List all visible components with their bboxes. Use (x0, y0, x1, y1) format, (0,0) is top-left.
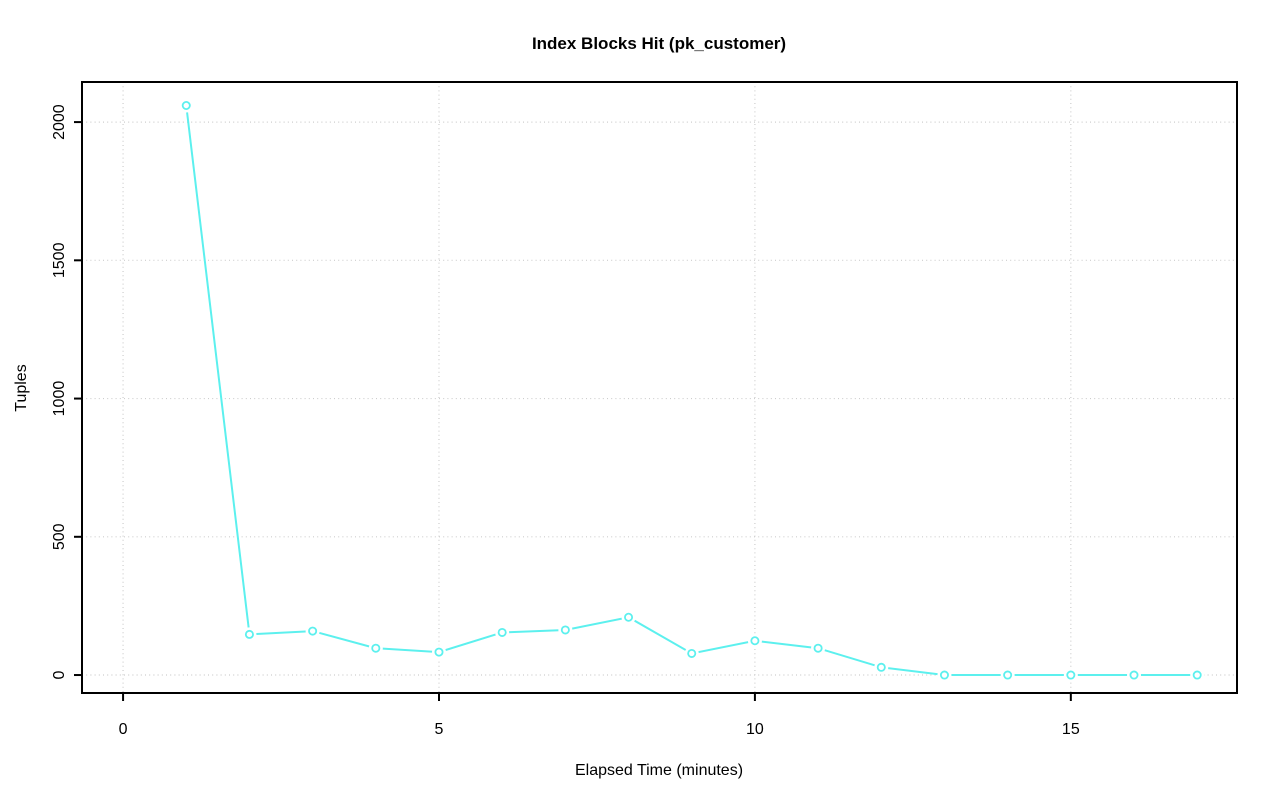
data-points (179, 98, 1205, 683)
data-point-marker (624, 612, 634, 622)
data-point-marker (876, 662, 886, 672)
y-axis-label: Tuples (13, 364, 30, 411)
plot-border-box (81, 81, 1238, 694)
x-tick-label: 5 (435, 721, 444, 738)
data-point-marker (1192, 670, 1202, 680)
data-point-marker (371, 643, 381, 653)
data-point-marker (1066, 670, 1076, 680)
y-tick-label: 1000 (51, 381, 68, 417)
data-point-marker (687, 648, 697, 658)
y-tick-label: 2000 (51, 104, 68, 140)
data-point-marker (813, 643, 823, 653)
tick-labels: 0 5 10 15 0 500 1000 1500 2000 (51, 104, 1080, 738)
axis-ticks (74, 121, 1072, 701)
data-point-marker (497, 627, 507, 637)
data-point-marker (308, 626, 318, 636)
data-point-marker (750, 636, 760, 646)
y-tick-label: 500 (51, 523, 68, 550)
data-point-marker (181, 101, 191, 111)
y-tick-label: 1500 (51, 242, 68, 278)
data-point-marker (434, 647, 444, 657)
data-series (185, 104, 1199, 677)
grid-lines (82, 82, 1237, 693)
x-tick-label: 0 (119, 721, 128, 738)
data-point-marker (560, 625, 570, 635)
data-point-marker (1003, 670, 1013, 680)
series-line (185, 104, 1199, 677)
y-tick-label: 0 (51, 670, 68, 679)
x-tick-label: 10 (746, 721, 764, 738)
data-point-marker (244, 629, 254, 639)
x-tick-label: 15 (1062, 721, 1080, 738)
data-point-marker (1129, 670, 1139, 680)
data-point-marker (939, 670, 949, 680)
chart-title: Index Blocks Hit (pk_customer) (532, 34, 786, 53)
x-axis-label: Elapsed Time (minutes) (575, 762, 743, 779)
